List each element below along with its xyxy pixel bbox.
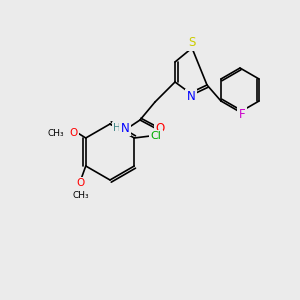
Text: O: O [155,122,165,134]
Text: Cl: Cl [151,131,162,141]
Text: N: N [187,91,195,103]
Text: O: O [76,178,85,188]
Text: CH₃: CH₃ [72,190,89,200]
Text: CH₃: CH₃ [47,128,64,137]
Text: F: F [239,109,245,122]
Text: H: H [113,123,121,133]
Text: N: N [121,122,129,134]
Text: S: S [188,37,196,50]
Text: O: O [70,128,78,138]
